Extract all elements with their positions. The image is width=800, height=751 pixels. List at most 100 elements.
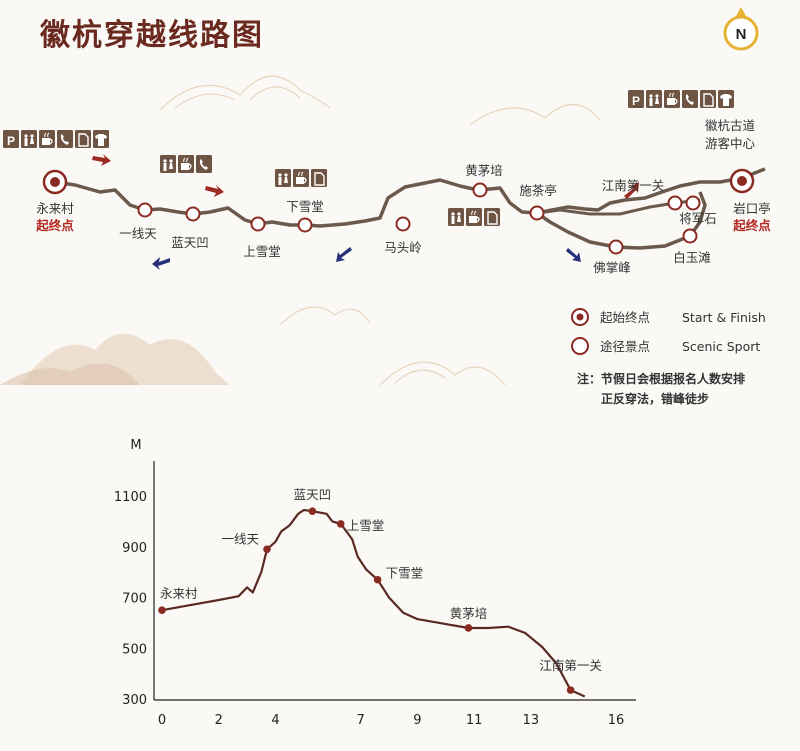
- x-tick-label: 16: [608, 713, 625, 728]
- P-icon: P: [632, 94, 640, 108]
- scenic-stops: [137, 182, 701, 255]
- elevation-line: [161, 508, 586, 698]
- doc-icon: [78, 133, 89, 147]
- endpoint-yankouting: [729, 168, 755, 194]
- label-yonglaicun: 永来村: [36, 201, 74, 216]
- label-xiaxuetang: 下雪堂: [286, 199, 324, 214]
- toilet-icon: [24, 134, 34, 146]
- legend: 起始终点 Start & Finish 途径景点 Scenic Sport: [571, 308, 766, 355]
- page-title: 徽杭穿越线路图: [40, 18, 264, 53]
- elevation-point-label: 一线天: [221, 531, 259, 546]
- elevation-point-label: 上雪堂: [347, 518, 385, 533]
- facility-bar-finish: P: [628, 90, 734, 108]
- x-tick-label: 0: [158, 713, 166, 728]
- stop-jiangjunshi: [685, 195, 701, 211]
- y-tick-label: 900: [122, 541, 147, 556]
- cup-icon: [42, 132, 53, 145]
- stop-shangxuetang: [250, 216, 266, 232]
- y-axis-label: M: [130, 438, 141, 453]
- elevation-point-label: 蓝天凹: [294, 487, 332, 502]
- label-jiangnan: 江南第一关: [602, 178, 665, 193]
- x-tick-label: 9: [413, 713, 421, 728]
- label-fozhangfeng: 佛掌峰: [593, 260, 631, 275]
- legend-start-finish: 起始终点: [600, 310, 650, 325]
- x-tick-label: 2: [215, 713, 223, 728]
- legend-scenic: 途径景点: [600, 339, 650, 354]
- doc-icon: [487, 211, 498, 225]
- cup-icon: [667, 92, 678, 105]
- label-shangxuetang: 上雪堂: [243, 244, 281, 259]
- y-tick-label: 300: [122, 693, 147, 708]
- route-path: [54, 167, 766, 228]
- elevation-point-label: 黄茅培: [450, 606, 488, 621]
- mountain-decoration: [159, 75, 601, 386]
- label-yankouting: 岩口亭: [733, 201, 771, 216]
- x-tick-label: 11: [466, 713, 483, 728]
- label-lantianao: 蓝天凹: [171, 235, 209, 250]
- elevation-point-label: 下雪堂: [386, 566, 424, 581]
- stop-yixiantian: [137, 202, 153, 218]
- legend-start-finish-icon: [571, 308, 589, 326]
- stop-xiaxuetang: [297, 217, 313, 233]
- direction-arrows: [92, 154, 639, 270]
- svg-text:P: P: [632, 94, 640, 108]
- x-tick-label: 7: [356, 713, 364, 728]
- phone-icon: [60, 134, 69, 145]
- toilet-icon: [649, 94, 659, 106]
- compass-letter: N: [736, 26, 747, 43]
- cup-icon: [469, 210, 480, 223]
- toilet-icon: [163, 159, 173, 171]
- stop-fozhangfeng: [608, 239, 624, 255]
- facility-bar-xiaxuetang: [275, 169, 327, 187]
- elevation-point-label: 江南第一关: [539, 658, 602, 673]
- elevation-point: [263, 545, 271, 554]
- label-yankouting-sub: 起终点: [732, 218, 771, 233]
- legend-start-finish-en: Start & Finish: [682, 310, 766, 325]
- elevation-point: [336, 520, 345, 528]
- elevation-point-label: 永来村: [160, 586, 198, 601]
- doc-icon: [314, 172, 325, 186]
- elevation-point: [373, 575, 382, 584]
- note-line-2: 正反穿法，错峰徒步: [601, 391, 709, 406]
- label-baiyutan: 白玉滩: [673, 250, 711, 265]
- mountain-wash: [0, 333, 230, 385]
- label-yixiantian: 一线天: [119, 226, 157, 241]
- elevation-point: [158, 606, 166, 614]
- shirt-icon: [720, 94, 732, 106]
- facility-bar-lantianao: [160, 155, 212, 173]
- note-line-1: 注：节假日会根据报名人数安排: [577, 371, 745, 386]
- legend-scenic-icon: [571, 337, 589, 355]
- stop-jiangnan: [667, 195, 683, 211]
- facility-bar-start: P: [3, 130, 109, 148]
- elevation-chart: M 300 500 700 900 1100 0 2 4 7 9 11 13 16 永来村 一线天 蓝天凹上雪堂…: [114, 438, 636, 728]
- stop-huangmaopei: [472, 182, 488, 198]
- stop-matouling: [395, 216, 411, 232]
- facility-bar-shichating: [448, 208, 500, 226]
- shirt-icon: [95, 134, 107, 146]
- label-huangmaopei: 黄茅培: [465, 163, 503, 178]
- cup-icon: [181, 157, 192, 170]
- label-yonglaicun-sub: 起终点: [35, 218, 74, 233]
- stop-shichating: [529, 205, 545, 221]
- svg-text:P: P: [7, 134, 15, 148]
- route-branch-south: [536, 191, 707, 250]
- x-tick-label: 4: [271, 713, 279, 728]
- y-tick-label: 700: [122, 592, 147, 607]
- phone-icon: [685, 94, 694, 105]
- phone-icon: [199, 159, 208, 170]
- toilet-icon: [451, 212, 461, 224]
- elevation-point: [308, 507, 317, 516]
- stop-lantianao: [185, 206, 201, 222]
- compass-icon: N: [723, 7, 759, 51]
- label-visitor-center: 徽杭古道游客中心: [705, 118, 756, 151]
- toilet-icon: [278, 173, 288, 185]
- label-matouling: 马头岭: [384, 240, 422, 255]
- stop-baiyutan: [682, 228, 698, 244]
- y-tick-label: 500: [122, 642, 147, 657]
- doc-icon: [703, 93, 714, 107]
- P-icon: P: [7, 134, 15, 148]
- elevation-point: [566, 686, 575, 694]
- cup-icon: [296, 171, 307, 184]
- label-jiangjunshi: 将军石: [679, 211, 717, 226]
